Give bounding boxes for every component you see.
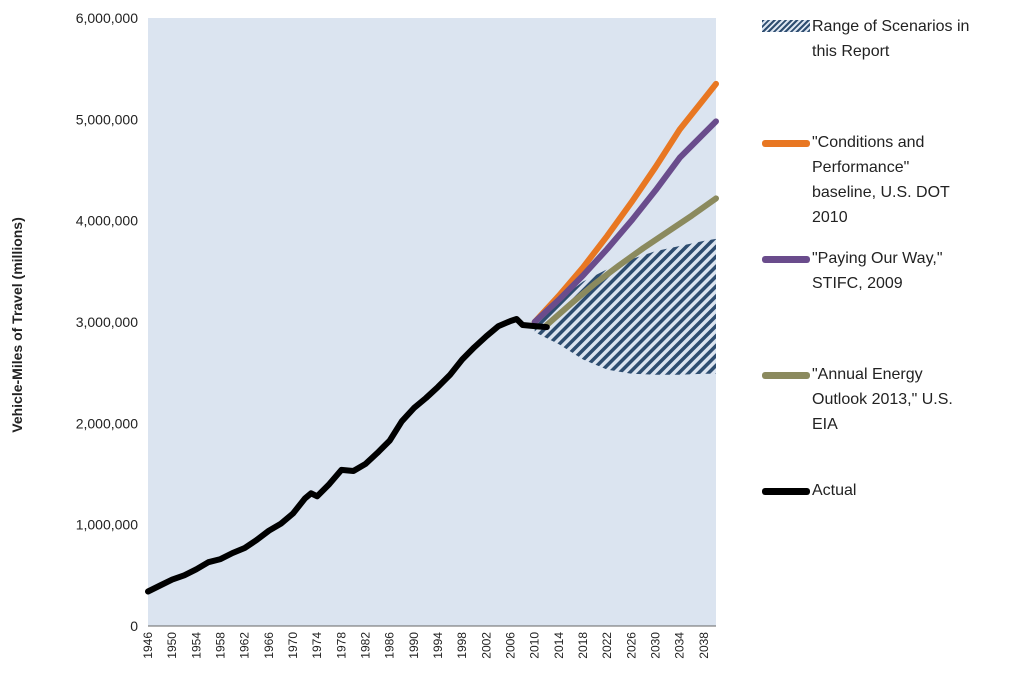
x-tick-label: 1950 bbox=[165, 632, 179, 659]
conditions-performance-line bbox=[531, 80, 719, 325]
y-axis: 0 1,000,000 2,000,000 3,000,000 4,000,000 5,0… bbox=[76, 10, 139, 634]
y-tick-label: 0 bbox=[130, 618, 138, 634]
y-tick-label: 3,000,000 bbox=[76, 314, 138, 330]
legend-swatch-conditions-performance bbox=[762, 140, 810, 147]
legend-swatch-actual bbox=[762, 488, 810, 495]
x-tick-label: 1974 bbox=[310, 632, 324, 659]
x-tick-label: 2014 bbox=[552, 632, 566, 659]
legend-swatch-annual-energy-outlook bbox=[762, 372, 810, 379]
y-tick-label: 6,000,000 bbox=[76, 10, 138, 26]
x-tick-label: 2034 bbox=[673, 632, 687, 659]
x-tick-label: 1982 bbox=[359, 632, 373, 659]
series-layer bbox=[145, 80, 719, 595]
range-band-layer bbox=[534, 238, 716, 375]
y-tick-label: 2,000,000 bbox=[76, 415, 138, 431]
legend-label-paying-our-way: "Paying Our Way," STIFC, 2009 bbox=[812, 250, 943, 292]
legend-label-conditions-performance: "Conditions and Performance" baseline, U… bbox=[812, 134, 950, 226]
x-tick-label: 2038 bbox=[697, 632, 711, 659]
range-of-scenarios-band bbox=[534, 238, 716, 375]
legend-label-range: Range of Scenarios in this Report bbox=[812, 18, 970, 60]
x-tick-label: 1954 bbox=[189, 632, 203, 659]
actual-line bbox=[145, 316, 550, 595]
x-tick-label: 2030 bbox=[649, 632, 663, 659]
x-tick-label: 1966 bbox=[262, 632, 276, 659]
x-tick-label: 2006 bbox=[504, 632, 518, 659]
legend-swatch-range bbox=[762, 20, 810, 32]
x-tick-label: 2002 bbox=[479, 632, 493, 659]
y-tick-label: 4,000,000 bbox=[76, 213, 138, 229]
x-tick-label: 1998 bbox=[455, 632, 469, 659]
y-axis-label: Vehicle-Miles of Travel (millions) bbox=[9, 217, 25, 433]
paying-our-way-line bbox=[531, 118, 719, 325]
x-tick-label: 2022 bbox=[600, 632, 614, 659]
y-tick-label: 1,000,000 bbox=[76, 517, 138, 533]
x-tick-label: 1994 bbox=[431, 632, 445, 659]
legend-swatch-paying-our-way bbox=[762, 256, 810, 263]
x-tick-label: 1978 bbox=[334, 632, 348, 659]
x-tick-label: 1970 bbox=[286, 632, 300, 659]
legend-label-annual-energy-outlook: "Annual Energy Outlook 2013," U.S. EIA bbox=[812, 366, 953, 433]
x-tick-label: 1958 bbox=[214, 632, 228, 659]
x-tick-label: 1962 bbox=[238, 632, 252, 659]
legend-label-actual: Actual bbox=[812, 482, 857, 499]
x-tick-label: 2026 bbox=[624, 632, 638, 659]
x-tick-label: 2018 bbox=[576, 632, 590, 659]
x-tick-label: 1990 bbox=[407, 632, 421, 659]
x-tick-label: 2010 bbox=[528, 632, 542, 659]
annual-energy-outlook-line bbox=[543, 195, 719, 328]
x-tick-label: 1986 bbox=[383, 632, 397, 659]
x-axis: 1946 1950 1954 1958 1962 1966 1970 1974 1978 1982… bbox=[141, 625, 716, 659]
x-tick-label: 1946 bbox=[141, 632, 155, 659]
y-tick-label: 5,000,000 bbox=[76, 111, 138, 127]
